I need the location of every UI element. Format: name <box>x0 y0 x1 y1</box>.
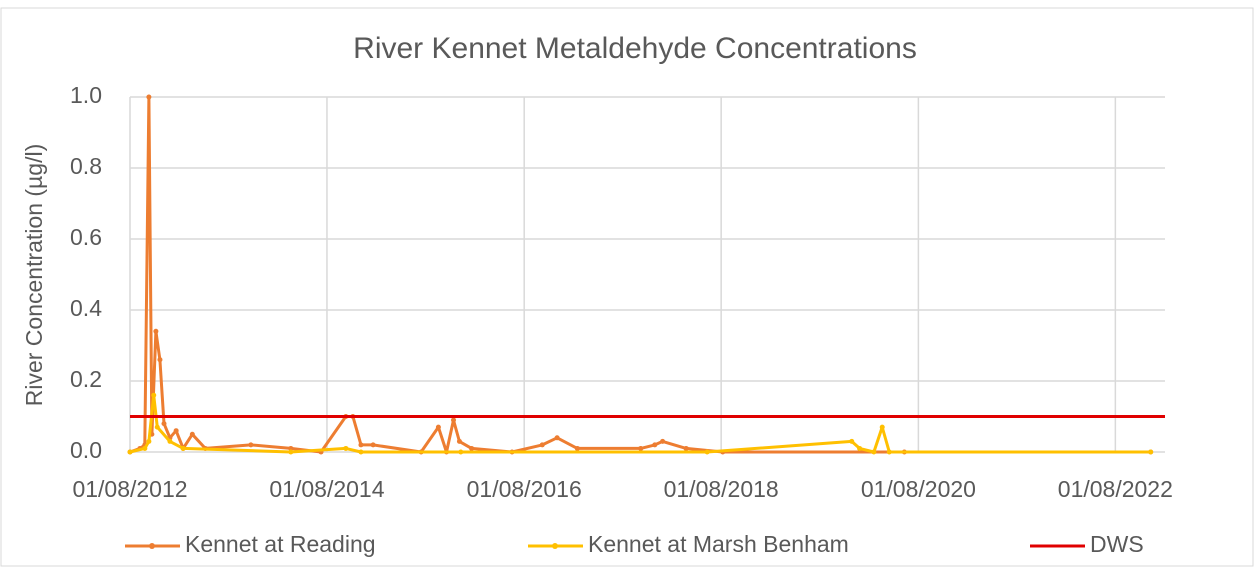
data-point <box>343 445 349 451</box>
y-tick-label: 1.0 <box>70 82 102 108</box>
data-point <box>886 449 892 455</box>
data-point <box>248 442 254 448</box>
y-tick-label: 0.6 <box>70 224 102 250</box>
data-point <box>456 438 462 444</box>
y-tick-label: 0.2 <box>70 366 102 392</box>
y-tick-label: 0.4 <box>70 295 102 321</box>
x-tick-label: 01/08/2020 <box>861 476 976 502</box>
chart-title: River Kennet Metaldehyde Concentrations <box>353 32 917 65</box>
data-point <box>370 442 376 448</box>
data-point <box>288 449 294 455</box>
data-point <box>871 449 877 455</box>
data-point <box>704 449 710 455</box>
data-point <box>146 94 152 100</box>
data-point <box>879 424 885 430</box>
data-point <box>142 445 148 451</box>
x-tick-label: 01/08/2012 <box>72 476 187 502</box>
data-point <box>574 445 580 451</box>
data-point <box>167 438 173 444</box>
data-point <box>154 424 160 430</box>
legend-marker <box>552 543 558 549</box>
data-point <box>173 428 179 434</box>
legend-label: Kennet at Reading <box>185 531 376 557</box>
data-point <box>683 445 689 451</box>
data-point <box>1148 449 1154 455</box>
data-point <box>849 438 855 444</box>
legend-marker <box>149 543 155 549</box>
data-point <box>458 449 464 455</box>
data-point <box>451 417 457 423</box>
y-tick-label: 0.0 <box>70 437 102 463</box>
data-point <box>146 438 152 444</box>
x-tick-label: 01/08/2016 <box>467 476 582 502</box>
data-point <box>157 357 163 363</box>
data-point <box>358 442 364 448</box>
data-point <box>857 445 863 451</box>
data-point <box>539 442 545 448</box>
chart-border <box>0 7 1254 567</box>
y-axis-label: River Concentration (µg/l) <box>21 144 47 407</box>
data-point <box>153 328 159 334</box>
data-point <box>127 449 133 455</box>
data-point <box>189 431 195 437</box>
data-point <box>161 421 167 427</box>
data-point <box>358 449 364 455</box>
data-point <box>652 442 658 448</box>
series-line <box>129 393 1151 454</box>
x-tick-label: 01/08/2014 <box>269 476 384 502</box>
data-point <box>288 445 294 451</box>
data-point <box>180 445 186 451</box>
x-tick-label: 01/08/2022 <box>1058 476 1173 502</box>
data-point <box>151 392 157 398</box>
data-point <box>554 435 560 441</box>
data-point <box>660 438 666 444</box>
data-point <box>469 445 475 451</box>
data-point <box>435 424 441 430</box>
data-point <box>638 445 644 451</box>
legend-label: Kennet at Marsh Benham <box>588 531 849 557</box>
x-tick-label: 01/08/2018 <box>664 476 779 502</box>
legend-label: DWS <box>1090 531 1144 557</box>
y-tick-label: 0.8 <box>70 153 102 179</box>
